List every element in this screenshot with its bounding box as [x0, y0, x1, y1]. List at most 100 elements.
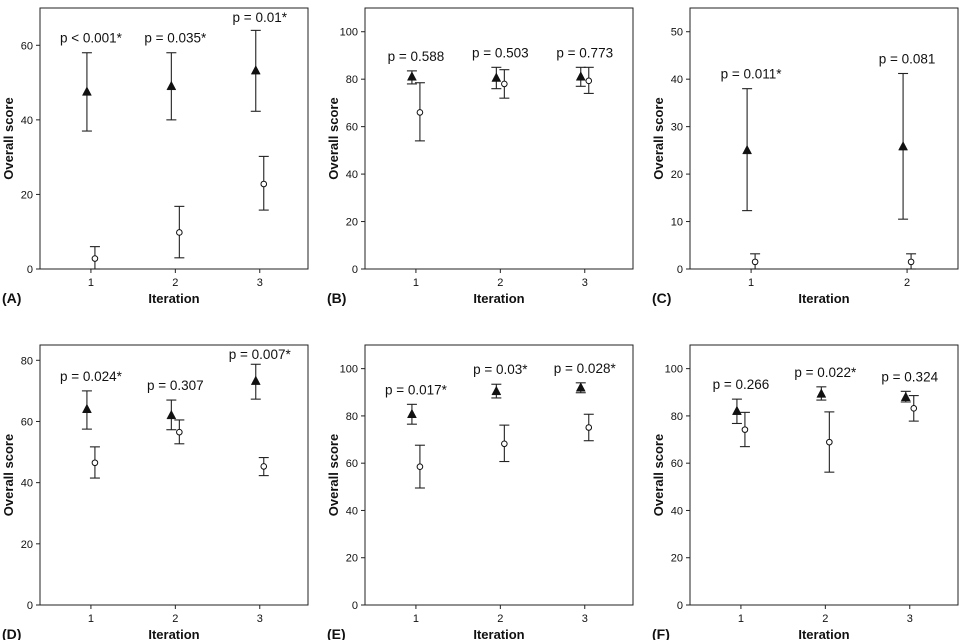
y-axis-title: Overall score	[1, 434, 16, 516]
x-tick-label: 3	[257, 277, 263, 289]
mean-triangle-marker	[250, 65, 261, 75]
mean-triangle-marker	[816, 388, 827, 398]
p-value-label: p = 0.081	[879, 51, 936, 66]
x-axis-title: Iteration	[798, 291, 849, 306]
mean-circle-marker	[260, 463, 268, 470]
mean-circle-marker	[501, 80, 508, 88]
y-tick-label: 20	[346, 553, 358, 565]
y-tick-label: 100	[665, 364, 683, 376]
panel-letter: (F)	[652, 626, 670, 640]
mean-circle-marker	[176, 428, 183, 436]
chart-panel: 0 20 40 60 80 100 1 2 3 Iteration Overall score (F)…	[651, 344, 959, 640]
y-tick-label: 0	[27, 600, 33, 612]
x-axis-title: Iteration	[148, 291, 199, 306]
mean-circle-marker	[91, 459, 99, 467]
plot-frame	[689, 7, 959, 270]
mean-circle-marker	[751, 258, 759, 266]
p-value-label: p = 0.007*	[229, 347, 292, 362]
x-tick-label: 1	[748, 277, 754, 289]
mean-circle-marker	[826, 438, 833, 446]
panel-letter: (A)	[2, 290, 21, 306]
mean-circle-marker	[176, 229, 183, 236]
y-tick-label: 30	[671, 122, 683, 134]
y-axis-title: Overall score	[651, 434, 666, 516]
p-value-label: p = 0.588	[388, 49, 445, 64]
y-tick-label: 80	[346, 74, 358, 86]
panel-letter: (E)	[327, 626, 346, 640]
y-tick-label: 60	[21, 416, 33, 428]
y-tick-label: 40	[671, 505, 683, 517]
mean-triangle-marker	[491, 72, 502, 82]
mean-triangle-marker	[732, 405, 742, 415]
plot-frame	[689, 344, 959, 606]
chart-panel: 0 20 40 60 80 1 2 3 Iteration Overall score (D) p =…	[1, 344, 309, 640]
x-axis-title: Iteration	[473, 627, 524, 640]
p-value-label: p = 0.035*	[144, 31, 207, 46]
mean-circle-marker	[585, 77, 593, 85]
x-tick-label: 2	[497, 613, 503, 625]
y-tick-label: 60	[671, 458, 683, 470]
mean-triangle-marker	[166, 409, 177, 420]
y-tick-label: 20	[21, 189, 33, 201]
y-tick-label: 40	[21, 478, 33, 490]
y-tick-label: 50	[671, 27, 683, 39]
x-tick-label: 1	[88, 277, 94, 289]
mean-circle-marker	[260, 180, 268, 188]
panel-letter: (D)	[2, 626, 21, 640]
y-axis-title: Overall score	[651, 97, 666, 179]
x-tick-label: 2	[822, 613, 828, 625]
plot-frame	[364, 344, 634, 606]
y-axis-title: Overall score	[1, 97, 16, 179]
mean-triangle-marker	[575, 71, 586, 81]
y-tick-label: 100	[340, 364, 358, 376]
y-tick-label: 0	[677, 264, 683, 276]
x-tick-label: 3	[907, 613, 913, 625]
y-tick-label: 0	[352, 600, 358, 612]
mean-circle-marker	[585, 424, 593, 431]
y-tick-label: 40	[346, 169, 358, 181]
x-tick-label: 3	[582, 613, 588, 625]
plot-frame	[39, 7, 309, 270]
p-value-label: p = 0.028*	[554, 361, 617, 376]
p-value-label: p = 0.024*	[60, 369, 123, 384]
mean-circle-marker	[91, 255, 99, 262]
y-tick-label: 0	[677, 600, 683, 612]
mean-triangle-marker	[82, 86, 92, 96]
plot-frame	[39, 344, 309, 606]
mean-triangle-marker	[250, 375, 261, 385]
x-axis-title: Iteration	[473, 291, 524, 306]
mean-triangle-marker	[575, 382, 586, 392]
y-axis-title: Overall score	[326, 97, 341, 179]
x-tick-label: 1	[738, 613, 744, 625]
p-value-label: p = 0.773	[556, 45, 613, 60]
y-tick-label: 20	[671, 553, 683, 565]
y-tick-label: 10	[671, 217, 683, 229]
y-tick-label: 20	[671, 169, 683, 181]
mean-triangle-marker	[82, 403, 92, 413]
y-tick-label: 0	[27, 264, 33, 276]
x-tick-label: 1	[413, 613, 419, 625]
x-tick-label: 2	[904, 277, 910, 289]
mean-circle-marker	[741, 426, 749, 433]
p-value-label: p = 0.307	[147, 378, 204, 393]
x-tick-label: 2	[497, 277, 503, 289]
y-tick-label: 40	[21, 115, 33, 127]
mean-triangle-marker	[491, 385, 502, 396]
x-tick-label: 2	[172, 277, 178, 289]
chart-panel: 0 20 40 60 80 100 1 2 3 Iteration Overall score (E)…	[326, 344, 634, 640]
y-tick-label: 40	[671, 74, 683, 86]
panel-letter: (C)	[652, 290, 671, 306]
chart-panel: 0 20 40 60 1 2 3 Iteration Overall score (A) p < 0…	[1, 7, 309, 306]
p-value-label: p = 0.03*	[473, 362, 528, 377]
p-value-label: p = 0.011*	[721, 67, 783, 82]
mean-circle-marker	[501, 440, 508, 448]
plot-frame	[364, 7, 634, 270]
x-axis-title: Iteration	[148, 627, 199, 640]
mean-circle-marker	[907, 258, 915, 266]
y-tick-label: 60	[21, 40, 33, 52]
y-tick-label: 60	[346, 458, 358, 470]
mean-triangle-marker	[166, 80, 177, 91]
y-tick-label: 20	[346, 217, 358, 229]
y-axis-title: Overall score	[326, 434, 341, 516]
